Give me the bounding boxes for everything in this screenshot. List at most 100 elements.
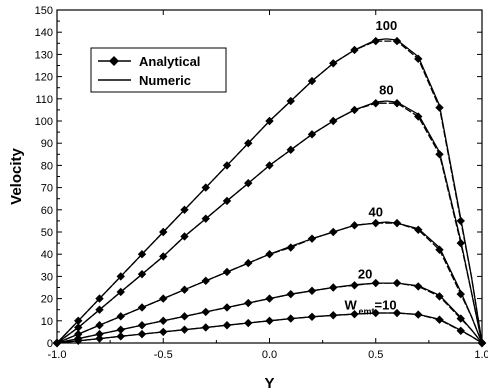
analytical-line <box>56 312 483 344</box>
curve-label-suffix: =10 <box>375 298 397 313</box>
analytical-marker <box>456 289 465 299</box>
y-tick-label: 150 <box>35 5 53 17</box>
analytical-marker <box>180 312 189 321</box>
analytical-marker <box>414 112 423 121</box>
analytical-marker <box>435 292 444 301</box>
analytical-marker <box>95 329 104 339</box>
analytical-marker <box>456 326 465 335</box>
analytical-marker <box>265 161 274 170</box>
legend: Analytical Numeric <box>90 47 227 93</box>
analytical-marker <box>180 325 189 334</box>
analytical-marker <box>392 218 402 228</box>
y-tick-label: 0 <box>47 338 53 350</box>
analytical-marker <box>307 76 317 86</box>
x-tick-label: -0.5 <box>154 349 173 361</box>
analytical-marker <box>456 216 465 226</box>
analytical-marker <box>159 294 168 303</box>
analytical-marker <box>137 321 147 330</box>
analytical-marker <box>95 294 104 303</box>
analytical-marker <box>137 269 147 279</box>
analytical-marker <box>137 250 147 259</box>
analytical-marker <box>116 287 125 297</box>
analytical-marker <box>286 314 295 323</box>
analytical-marker <box>307 286 317 296</box>
analytical-marker <box>159 316 168 325</box>
analytical-marker <box>329 116 338 126</box>
analytical-marker <box>456 314 465 323</box>
analytical-marker <box>137 303 147 312</box>
analytical-marker <box>95 305 104 314</box>
y-tick-label: 60 <box>41 205 53 217</box>
analytical-line <box>56 222 483 344</box>
analytical-marker <box>286 96 295 106</box>
y-tick-label: 80 <box>41 160 53 172</box>
analytical-marker <box>414 225 423 234</box>
y-tick-label: 50 <box>41 227 53 239</box>
analytical-marker <box>244 298 253 308</box>
analytical-marker <box>329 227 338 237</box>
analytical-marker <box>350 105 359 115</box>
analytical-marker <box>371 278 380 288</box>
analytical-marker <box>222 321 232 330</box>
analytical-marker <box>180 232 189 241</box>
analytical-marker <box>371 99 380 108</box>
axis-ticks: 0 10 20 30 40 50 60 70 80 90 100 110 120 130 140 150 -1.… <box>35 5 488 361</box>
y-tick-label: 100 <box>35 116 53 128</box>
markers <box>52 36 487 348</box>
analytical-marker <box>74 323 83 332</box>
x-tick-label: -1.0 <box>48 349 67 361</box>
analytical-marker <box>414 282 423 291</box>
analytical-marker <box>350 221 359 230</box>
curve-labels: 100 80 40 20 W emt =10 <box>345 18 398 317</box>
y-tick-label: 10 <box>41 316 53 328</box>
curve-label: 20 <box>358 267 372 282</box>
y-tick-label: 30 <box>41 271 53 283</box>
analytical-marker <box>392 36 402 46</box>
analytical-marker <box>222 303 232 312</box>
analytical-marker <box>414 310 423 319</box>
analytical-marker <box>350 45 359 55</box>
legend-box <box>90 47 227 93</box>
analytical-marker <box>265 316 274 325</box>
analytical-marker <box>265 294 274 303</box>
analytical-marker <box>477 338 487 348</box>
analytical-marker <box>265 116 274 126</box>
y-tick-label: 20 <box>41 294 53 306</box>
analytical-marker <box>350 309 359 319</box>
analytical-marker <box>286 289 295 299</box>
curve-label: W <box>345 298 358 313</box>
analytical-marker <box>180 205 189 214</box>
analytical-marker <box>74 316 83 325</box>
y-tick-label: 110 <box>35 94 53 106</box>
x-tick-label: 0.0 <box>262 349 277 361</box>
analytical-marker <box>244 139 253 148</box>
curve-label: 100 <box>376 18 398 33</box>
y-tick-label: 40 <box>41 249 53 261</box>
analytical-marker <box>392 278 402 288</box>
y-tick-label: 130 <box>35 49 53 61</box>
analytical-marker <box>414 54 423 64</box>
analytical-marker <box>116 272 125 281</box>
analytical-marker <box>180 285 189 294</box>
y-tick-label: 120 <box>35 72 53 84</box>
analytical-marker <box>435 103 444 112</box>
y-axis-label: Velocity <box>8 147 25 204</box>
analytical-marker <box>74 336 83 345</box>
y-tick-label: 140 <box>35 27 53 39</box>
analytical-marker <box>159 327 168 337</box>
analytical-marker <box>350 281 359 290</box>
analytical-marker <box>435 150 444 159</box>
analytical-line <box>56 282 483 344</box>
analytical-marker <box>222 161 232 170</box>
analytical-marker <box>95 334 104 343</box>
analytical-marker <box>265 250 274 259</box>
y-tick-label: 70 <box>41 183 53 195</box>
analytical-marker <box>222 196 232 206</box>
x-tick-label: 1.0 <box>474 349 488 361</box>
analytical-marker <box>137 329 147 339</box>
x-tick-label: 0.5 <box>368 349 383 361</box>
analytical-marker <box>116 325 125 334</box>
analytical-marker <box>329 283 338 292</box>
analytical-marker <box>392 99 402 108</box>
analytical-marker <box>222 267 232 277</box>
